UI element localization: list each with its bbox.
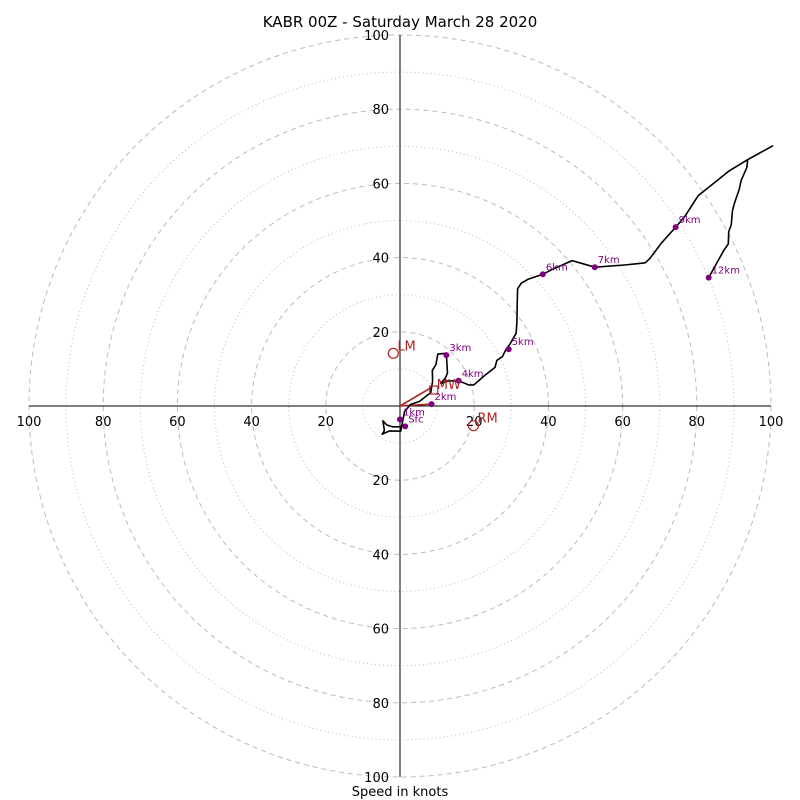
chart-title: KABR 00Z - Saturday March 28 2020	[263, 13, 538, 31]
height-label-1km: 1km	[403, 407, 425, 418]
tick-label: 40	[372, 252, 389, 267]
series	[381, 144, 774, 436]
tick-label: 60	[372, 177, 389, 192]
tick-label: 80	[689, 415, 706, 430]
height-label-3km: 3km	[449, 343, 471, 354]
height-marker-6km	[539, 271, 546, 278]
shear-vector	[399, 386, 432, 407]
height-marker-3km	[443, 352, 450, 359]
height-label-7km: 7km	[598, 255, 620, 266]
height-label-5km: 5km	[512, 337, 534, 348]
tick-label: 80	[372, 103, 389, 118]
tick-label: 60	[614, 415, 631, 430]
tick-label: 40	[372, 548, 389, 563]
motion-marker-RM	[467, 420, 480, 432]
storm-motions: LM RM MW	[387, 339, 498, 432]
tick-label: 80	[372, 697, 389, 712]
tick-labels: 100 100 100 100 80 80 80 80 60 60 60 60 40 40 40 40 20 20…	[17, 29, 784, 786]
motion-vector	[399, 403, 432, 407]
height-label-12km: 12km	[712, 266, 740, 277]
tick-label: 100	[364, 29, 389, 44]
tick-label: 20	[318, 415, 335, 430]
tick-label: 100	[364, 771, 389, 786]
motion-label-MW: MW	[437, 378, 461, 393]
height-label-2km: 2km	[435, 392, 457, 403]
height-marker-1km	[397, 416, 403, 423]
motion-label-RM: RM	[477, 412, 497, 427]
height-marker-12km	[705, 274, 712, 281]
tick-label: 40	[243, 415, 260, 430]
height-marker-Sfc	[402, 423, 409, 430]
tick-label: 20	[372, 474, 389, 489]
height-marker-9km	[672, 224, 679, 231]
tick-label: 40	[540, 415, 557, 430]
tick-label: 80	[95, 415, 112, 430]
tick-label: 20	[372, 326, 389, 341]
x-axis-label: Speed in knots	[352, 785, 449, 800]
height-label-4km: 4km	[462, 369, 484, 380]
motion-label-LM: LM	[397, 339, 415, 354]
motion-marker-LM	[387, 347, 399, 359]
height-marker-2km	[428, 401, 435, 408]
height-marker-4km	[455, 377, 462, 384]
height-label-9km: 9km	[679, 215, 701, 226]
tick-label: 60	[372, 623, 389, 638]
wind-profile-line	[381, 144, 774, 436]
height-label-6km: 6km	[546, 262, 568, 273]
wind-profile-upper-branch	[708, 159, 749, 278]
tick-label: 100	[759, 415, 784, 430]
height-label-Sfc: Sfc	[408, 414, 423, 425]
tick-label: 100	[17, 415, 42, 430]
tick-label: 60	[169, 415, 186, 430]
motion-marker-MW	[429, 385, 439, 395]
height-marker-5km	[505, 346, 512, 353]
height-marker-7km	[591, 264, 598, 271]
